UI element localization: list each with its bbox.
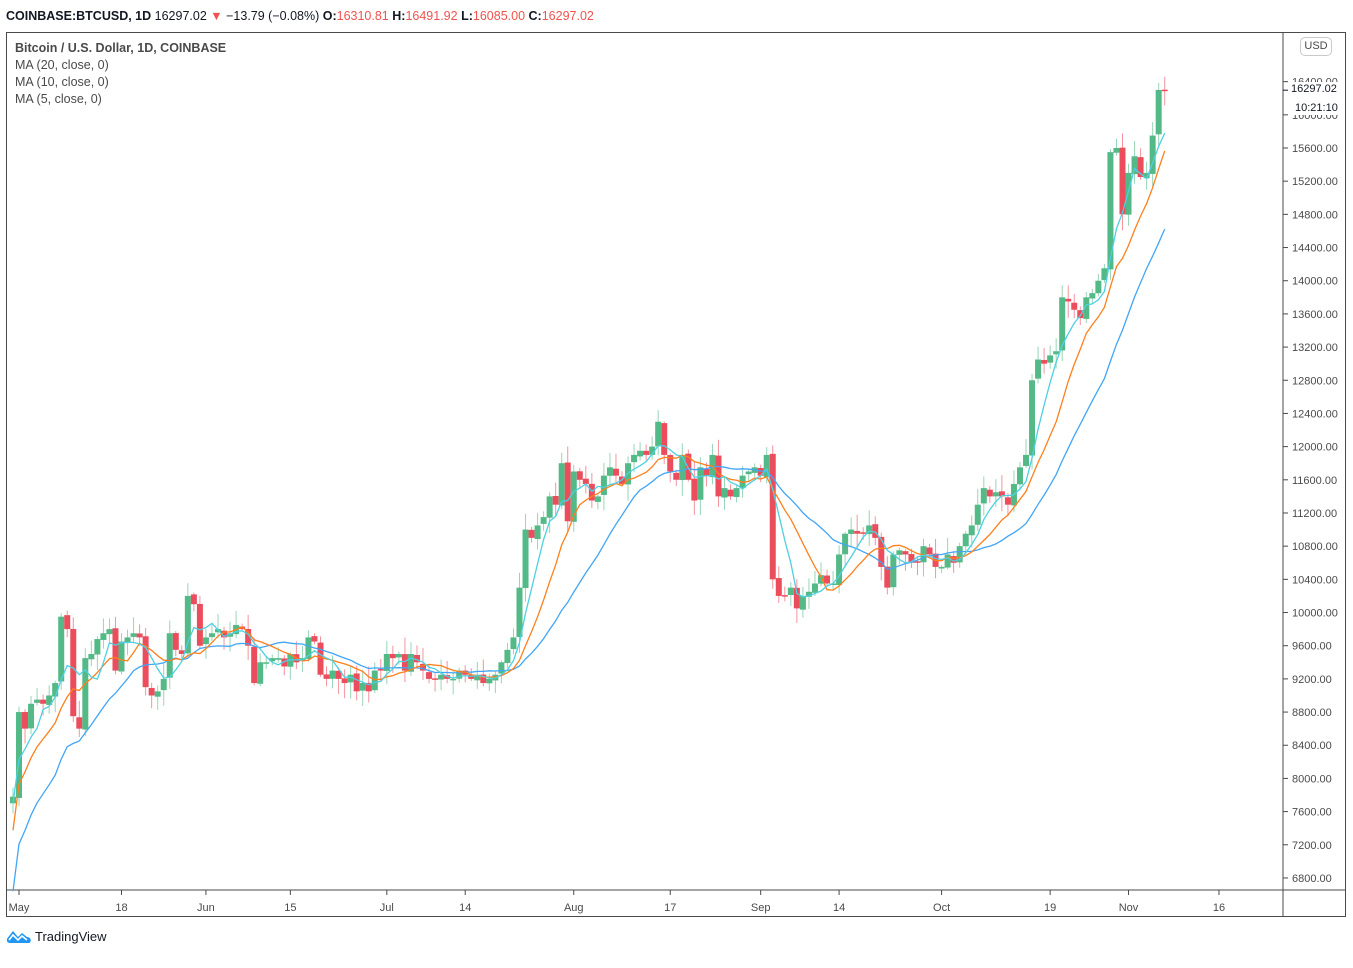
high-label: H: bbox=[392, 9, 406, 23]
legend-ma20[interactable]: MA (20, close, 0) bbox=[15, 58, 109, 72]
y-tick-label: 10000.00 bbox=[1292, 608, 1338, 620]
y-tick-label: 7600.00 bbox=[1292, 807, 1332, 819]
y-tick-label: 6800.00 bbox=[1292, 873, 1332, 885]
down-arrow-icon: ▼ bbox=[210, 9, 223, 23]
open-label: O: bbox=[322, 9, 337, 23]
tradingview-logo[interactable]: TradingView bbox=[6, 928, 107, 944]
y-tick-label: 14800.00 bbox=[1292, 209, 1338, 221]
ma20-line bbox=[12, 228, 1166, 892]
candles bbox=[9, 76, 1168, 814]
x-tick-label: Nov bbox=[1119, 902, 1139, 914]
last-price-label: 16297.02 bbox=[1289, 82, 1339, 96]
x-tick-label: 17 bbox=[664, 902, 676, 914]
x-tick-label: Jun bbox=[197, 902, 215, 914]
chart-legend: Bitcoin / U.S. Dollar, 1D, COINBASE MA (… bbox=[15, 40, 226, 108]
y-tick-label: 10800.00 bbox=[1292, 541, 1338, 553]
x-tick-label: Jul bbox=[380, 902, 394, 914]
y-tick-label: 12800.00 bbox=[1292, 375, 1338, 387]
y-tick-label: 11600.00 bbox=[1292, 475, 1337, 487]
x-tick-label: 19 bbox=[1044, 902, 1056, 914]
low-value: 16085.00 bbox=[472, 9, 526, 23]
x-tick-label: May bbox=[9, 902, 30, 914]
tradingview-cloud-icon bbox=[6, 931, 31, 943]
y-tick-label: 8000.00 bbox=[1292, 773, 1332, 785]
open-value: 16310.81 bbox=[336, 9, 389, 23]
x-tick-label: 18 bbox=[115, 902, 127, 914]
y-tick-label: 8400.00 bbox=[1292, 740, 1332, 752]
x-tick-label: Sep bbox=[751, 902, 771, 914]
legend-ma5[interactable]: MA (5, close, 0) bbox=[15, 92, 102, 106]
x-tick-label: Oct bbox=[933, 902, 950, 914]
symbol-header: COINBASE:BTCUSD, 1D 16297.02 ▼ −13.79 (−… bbox=[6, 9, 594, 23]
close-label: C: bbox=[528, 9, 542, 23]
y-tick-label: 14400.00 bbox=[1292, 243, 1338, 255]
ma10-line bbox=[12, 150, 1166, 831]
x-tick-label: 14 bbox=[833, 902, 845, 914]
y-tick-label: 15200.00 bbox=[1292, 176, 1338, 188]
y-tick-label: 9600.00 bbox=[1292, 641, 1332, 653]
x-tick-label: Aug bbox=[564, 902, 584, 914]
bar-countdown: 10:21:10 bbox=[1293, 101, 1340, 115]
currency-button[interactable]: USD bbox=[1300, 37, 1332, 56]
y-tick-label: 13600.00 bbox=[1292, 309, 1338, 321]
close-value: 16297.02 bbox=[541, 9, 594, 23]
price-change: −13.79 (−0.08%) bbox=[226, 9, 320, 23]
y-tick-label: 14000.00 bbox=[1292, 276, 1338, 288]
y-tick-label: 10400.00 bbox=[1292, 574, 1338, 586]
brand-name: TradingView bbox=[35, 928, 107, 944]
last-price: 16297.02 bbox=[154, 9, 207, 23]
y-tick-label: 15600.00 bbox=[1292, 143, 1338, 155]
y-tick-label: 9200.00 bbox=[1292, 674, 1332, 686]
y-tick-label: 7200.00 bbox=[1292, 840, 1332, 852]
chart-frame bbox=[6, 32, 1346, 917]
x-tick-label: 16 bbox=[1213, 902, 1225, 914]
x-tick-label: 14 bbox=[459, 902, 471, 914]
y-tick-label: 12000.00 bbox=[1292, 442, 1338, 454]
symbol-name[interactable]: COINBASE:BTCUSD, 1D bbox=[6, 9, 152, 23]
high-value: 16491.92 bbox=[405, 9, 458, 23]
x-tick-label: 15 bbox=[284, 902, 296, 914]
y-tick-label: 12400.00 bbox=[1292, 408, 1338, 420]
y-tick-label: 13200.00 bbox=[1292, 342, 1338, 354]
y-tick-label: 8800.00 bbox=[1292, 707, 1332, 719]
low-label: L: bbox=[461, 9, 473, 23]
y-tick-label: 11200.00 bbox=[1292, 508, 1337, 520]
ma5-line bbox=[12, 132, 1166, 804]
legend-ma10[interactable]: MA (10, close, 0) bbox=[15, 75, 109, 89]
legend-title[interactable]: Bitcoin / U.S. Dollar, 1D, COINBASE bbox=[15, 41, 227, 55]
